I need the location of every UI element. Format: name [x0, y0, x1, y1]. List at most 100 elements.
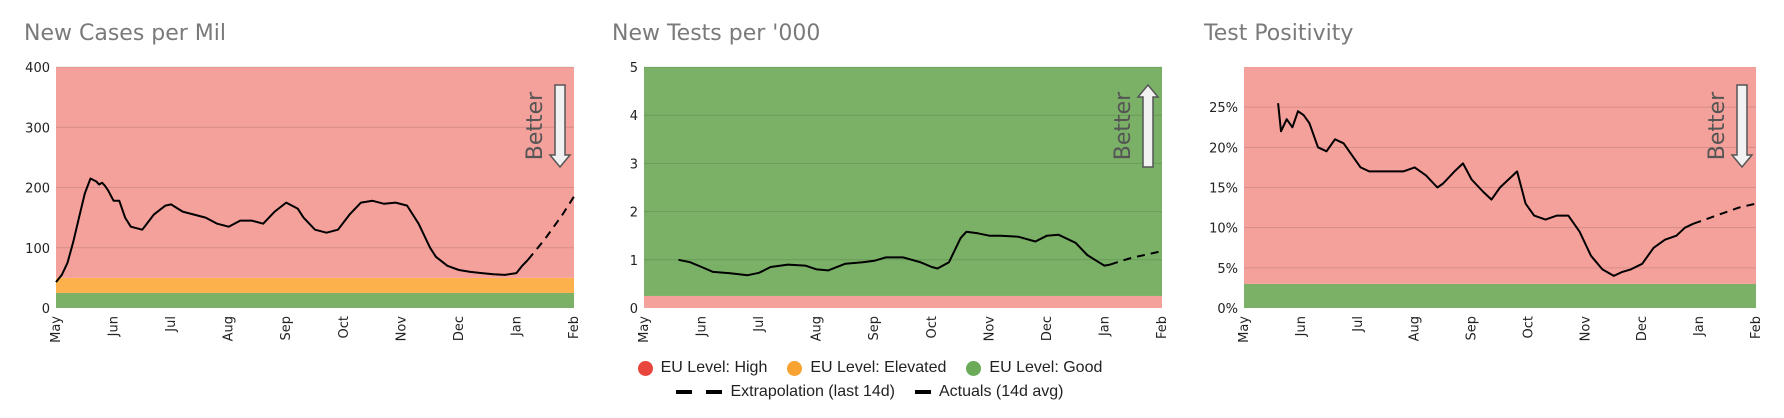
dashed-line-icon [676, 390, 723, 394]
series-lines [55, 177, 575, 283]
x-tick-label: Jul [164, 316, 179, 333]
chart-test-positivity: Test Positivity 0% 5% 10% 15% 20% 25% May Jun J… [1203, 21, 1764, 343]
x-tick-label: May [49, 316, 64, 343]
x-tick-label: Jan [1692, 316, 1707, 337]
x-tick-label: Feb [567, 316, 582, 339]
green-dot-icon [966, 360, 982, 376]
level-bands [56, 67, 574, 308]
x-tick-label: Dec [452, 316, 467, 341]
solid-line-icon [915, 390, 931, 394]
x-tick-label: Feb [1749, 316, 1764, 339]
x-tick-label: Jun [107, 316, 122, 337]
better-label: Better [1111, 91, 1136, 160]
x-tick-label: Oct [925, 316, 940, 338]
band-high [56, 67, 574, 278]
level-bands [1244, 67, 1756, 308]
y-tick-label: 5 [630, 61, 638, 76]
y-axis: 0 1 2 3 4 5 [630, 61, 638, 317]
y-tick-label: 0% [1217, 302, 1238, 317]
x-axis: May Jun Jul Aug Sep Oct Nov Dec Jan Feb [49, 316, 582, 343]
x-tick-label: Feb [1155, 316, 1170, 339]
series-lines [678, 230, 1163, 277]
legend-label: Extrapolation (last 14d) [730, 383, 895, 400]
better-indicator: Better [1705, 84, 1754, 169]
band-elevated [56, 277, 574, 293]
x-tick-label: Jul [752, 316, 767, 333]
x-tick-label: Jul [1351, 316, 1366, 333]
y-tick-label: 400 [25, 61, 50, 76]
y-tick-label: 5% [1217, 262, 1238, 277]
y-tick-label: 0 [42, 302, 50, 317]
y-tick-label: 0 [630, 302, 638, 317]
x-axis: May Jun Jul Aug Sep Oct Nov Dec Jan Feb [1237, 316, 1764, 343]
extrapolation-line [1693, 202, 1757, 225]
band-good [56, 292, 574, 308]
y-tick-label: 300 [25, 121, 50, 136]
legend-item-actuals[interactable]: Actuals (14d avg) [915, 383, 1064, 401]
chart-title: New Tests per '000 [612, 21, 820, 46]
y-tick-label: 25% [1209, 101, 1238, 116]
series-lines [1277, 103, 1757, 277]
y-tick-label: 15% [1209, 182, 1238, 197]
x-tick-label: Nov [1578, 316, 1593, 342]
x-tick-label: Sep [279, 316, 294, 341]
actuals-line [55, 177, 529, 283]
x-tick-label: Oct [1521, 316, 1536, 338]
legend-label: EU Level: Good [989, 359, 1103, 376]
chart-title: Test Positivity [1203, 21, 1353, 46]
x-tick-label: May [637, 316, 652, 343]
y-axis: 0 100 200 300 400 [25, 61, 50, 317]
band-good [1244, 283, 1756, 308]
y-tick-label: 200 [25, 182, 50, 197]
x-tick-label: May [1237, 316, 1252, 343]
y-tick-label: 2 [630, 206, 638, 221]
extrapolation-line [527, 195, 575, 261]
band-good [644, 67, 1162, 296]
legend-item-high[interactable]: EU Level: High [637, 359, 768, 377]
y-axis: 0% 5% 10% 15% 20% 25% [1209, 101, 1238, 317]
chart-new-tests: New Tests per '000 0 1 2 3 4 5 May Jun Jul Aug Se… [612, 21, 1170, 343]
x-tick-label: Aug [1408, 316, 1423, 341]
legend-item-extrapolation[interactable]: Extrapolation (last 14d) [676, 383, 895, 401]
legend-label: EU Level: Elevated [810, 359, 947, 376]
actuals-line [1277, 103, 1694, 277]
y-tick-label: 100 [25, 242, 50, 257]
y-tick-label: 4 [630, 109, 638, 124]
gridlines [56, 66, 574, 249]
x-tick-label: Nov [394, 316, 409, 342]
chart-title: New Cases per Mil [24, 21, 226, 46]
better-label: Better [523, 91, 548, 160]
x-tick-label: Dec [1040, 316, 1055, 341]
x-tick-label: Aug [222, 316, 237, 341]
x-tick-label: Jun [695, 316, 710, 337]
x-tick-label: Dec [1635, 316, 1650, 341]
actuals-line [678, 230, 1111, 277]
y-tick-label: 1 [630, 254, 638, 269]
band-high [1244, 67, 1756, 284]
chart-new-cases: New Cases per Mil 0 100 200 300 400 May Jun Ju… [24, 21, 582, 343]
x-tick-label: Jan [509, 316, 524, 337]
y-tick-label: 3 [630, 157, 638, 172]
better-indicator: Better [1111, 83, 1160, 168]
y-tick-label: 10% [1209, 222, 1238, 237]
x-tick-label: Sep [867, 316, 882, 341]
legend-item-elevated[interactable]: EU Level: Elevated [787, 359, 946, 377]
legend: EU Level: High EU Level: Elevated EU Lev… [560, 356, 1180, 404]
x-tick-label: Jan [1097, 316, 1112, 337]
better-arrow-icon [1136, 83, 1160, 168]
band-high [644, 295, 1162, 308]
legend-label: EU Level: High [660, 359, 768, 376]
legend-label: Actuals (14d avg) [939, 383, 1064, 400]
x-tick-label: Nov [982, 316, 997, 342]
orange-dot-icon [787, 360, 803, 376]
better-arrow-icon [1730, 84, 1754, 169]
gridlines [644, 66, 1162, 261]
x-tick-label: Oct [337, 316, 352, 338]
x-tick-label: Aug [810, 316, 825, 341]
x-axis: May Jun Jul Aug Sep Oct Nov Dec Jan Feb [637, 316, 1170, 343]
better-arrow-icon [548, 84, 572, 169]
x-tick-label: Jun [1294, 316, 1309, 337]
legend-item-good[interactable]: EU Level: Good [966, 359, 1102, 377]
red-dot-icon [637, 360, 653, 376]
